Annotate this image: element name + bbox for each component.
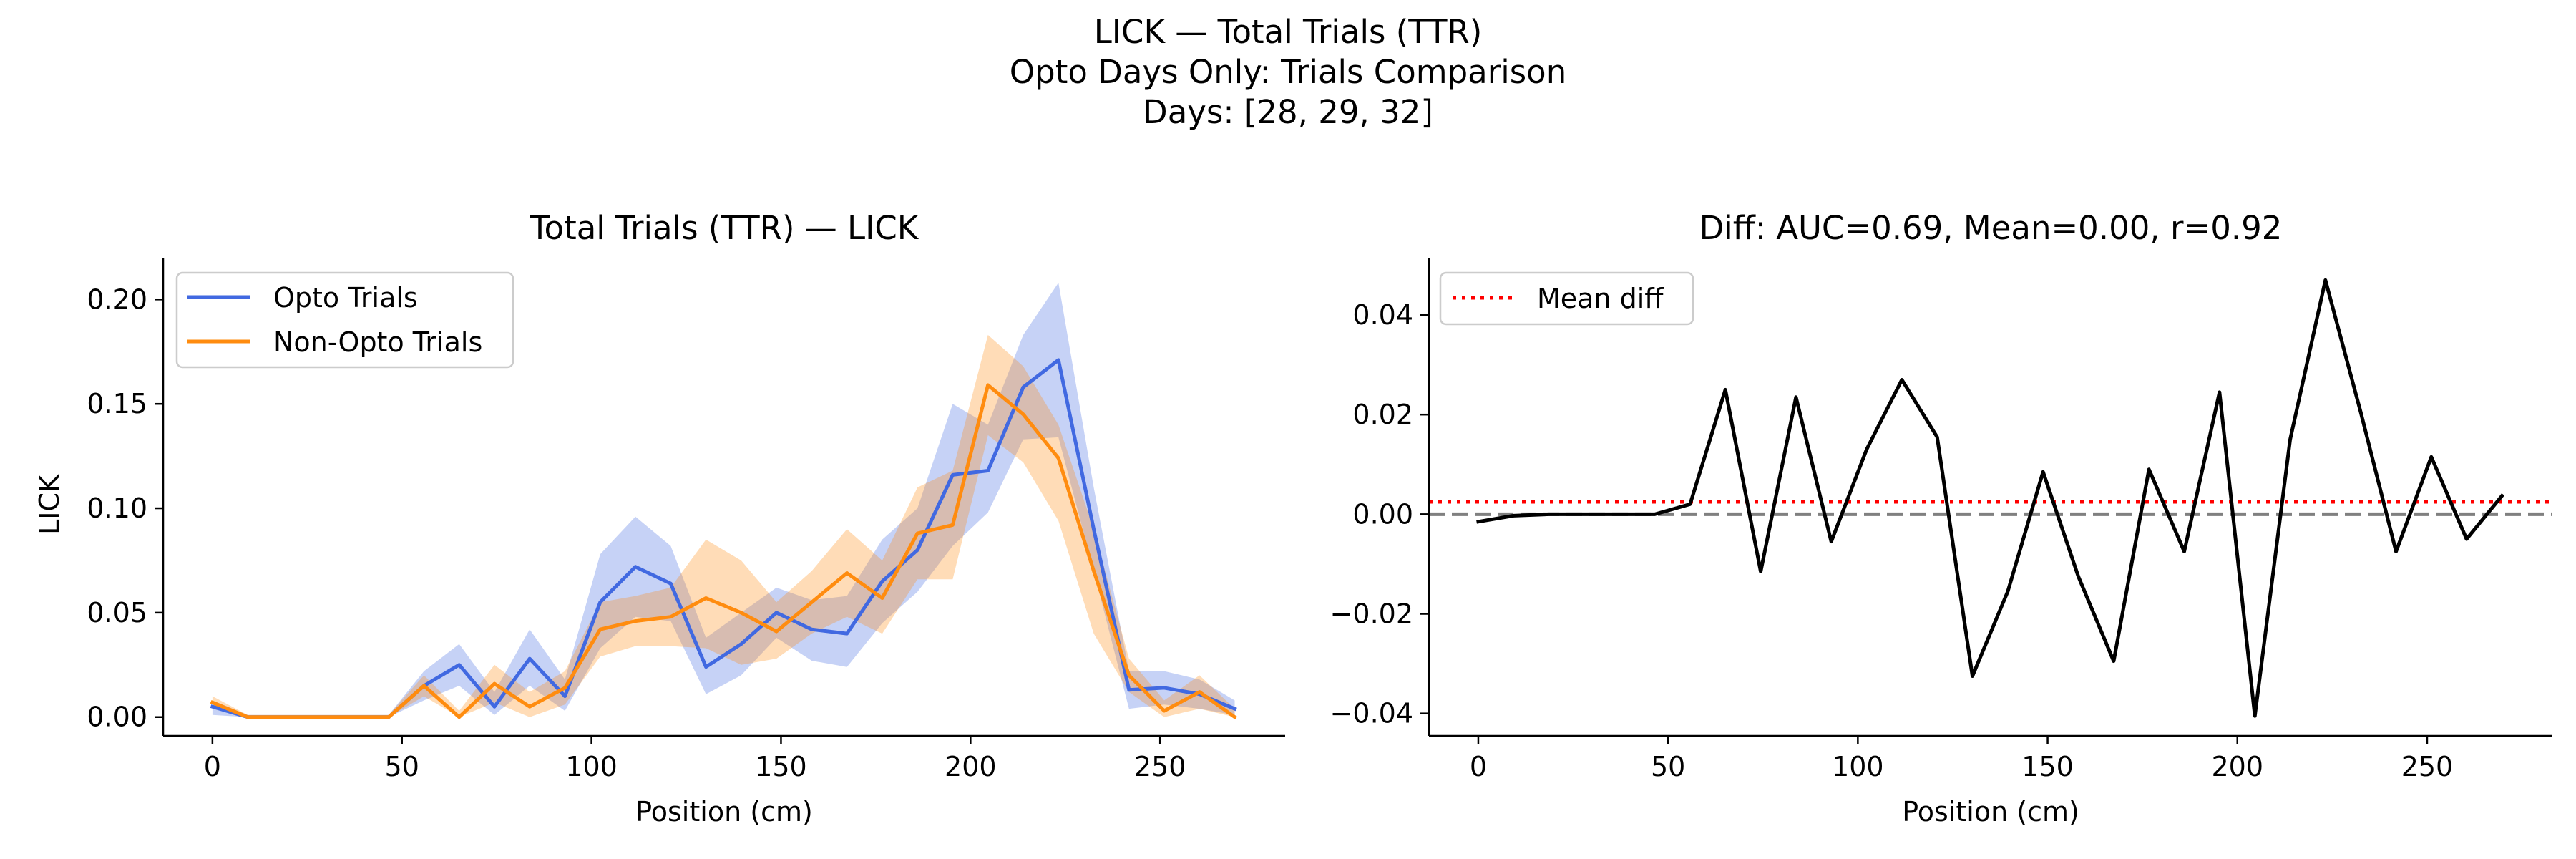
legend-label-opto: Opto Trials [273, 282, 418, 314]
right-chart-lines [1476, 278, 2505, 718]
series-line-non-opto-trials [210, 383, 1237, 720]
x-tick-label: 100 [1832, 751, 1884, 782]
y-tick-label: 0.02 [1352, 399, 1413, 430]
y-tick-label: 0.20 [87, 283, 147, 315]
left-chart-title: Total Trials (TTR) — LICK [530, 209, 919, 247]
left-chart-bands [212, 283, 1235, 717]
figure-title-line-3: Days: [28, 29, 32] [1143, 93, 1433, 131]
band-opto [212, 283, 1235, 717]
y-tick-label: 0.00 [87, 702, 147, 733]
band-non-opto [212, 334, 1235, 717]
x-tick-label: 50 [385, 751, 419, 782]
left-chart-legend: Opto Trials Non-Opto Trials [175, 271, 514, 369]
x-tick-label: 0 [1470, 751, 1487, 782]
x-tick-label: 50 [1651, 751, 1685, 782]
x-tick-label: 200 [945, 751, 997, 782]
right-chart-legend: Mean diff [1439, 271, 1694, 326]
y-tick-label: 0.04 [1352, 299, 1413, 331]
figure-title-line-1: LICK — Total Trials (TTR) [1093, 13, 1483, 51]
y-tick-label: 0.05 [87, 597, 147, 629]
figure-title-line-2: Opto Days Only: Trials Comparison [1009, 53, 1567, 91]
x-tick-label: 250 [1134, 751, 1186, 782]
y-tick-label: 0.10 [87, 492, 147, 524]
legend-frame [175, 271, 514, 369]
x-tick-label: 150 [2021, 751, 2074, 782]
x-tick-label: 250 [2401, 751, 2454, 782]
x-tick-label: 0 [204, 751, 221, 782]
legend-frame [1439, 271, 1694, 326]
y-tick-label: 0.00 [1352, 498, 1413, 530]
right-chart-xlabel: Position (cm) [1902, 796, 2079, 828]
left-chart-lines [210, 358, 1237, 720]
legend-label-mean-diff: Mean diff [1537, 283, 1664, 314]
series-line-difference [1476, 278, 2505, 718]
y-tick-label: −0.02 [1330, 598, 1413, 630]
right-chart-axes: 0 50 100 150 200 250 −0.04 −0.02 0.00 0.02 0.04 [1330, 258, 2552, 782]
left-chart-xlabel: Position (cm) [635, 796, 813, 828]
x-tick-label: 200 [2211, 751, 2263, 782]
y-tick-label: 0.15 [87, 388, 147, 419]
right-chart-title: Diff: AUC=0.69, Mean=0.00, r=0.92 [1699, 209, 2283, 247]
x-tick-label: 100 [565, 751, 618, 782]
legend-label-non-opto: Non-Opto Trials [273, 326, 482, 358]
y-tick-label: −0.04 [1330, 698, 1413, 729]
left-chart-axes: 0 50 100 150 200 250 0.00 0.05 0.10 0.15 0.20 [87, 258, 1285, 782]
x-tick-label: 150 [755, 751, 807, 782]
left-chart-ylabel: LICK [34, 474, 65, 535]
